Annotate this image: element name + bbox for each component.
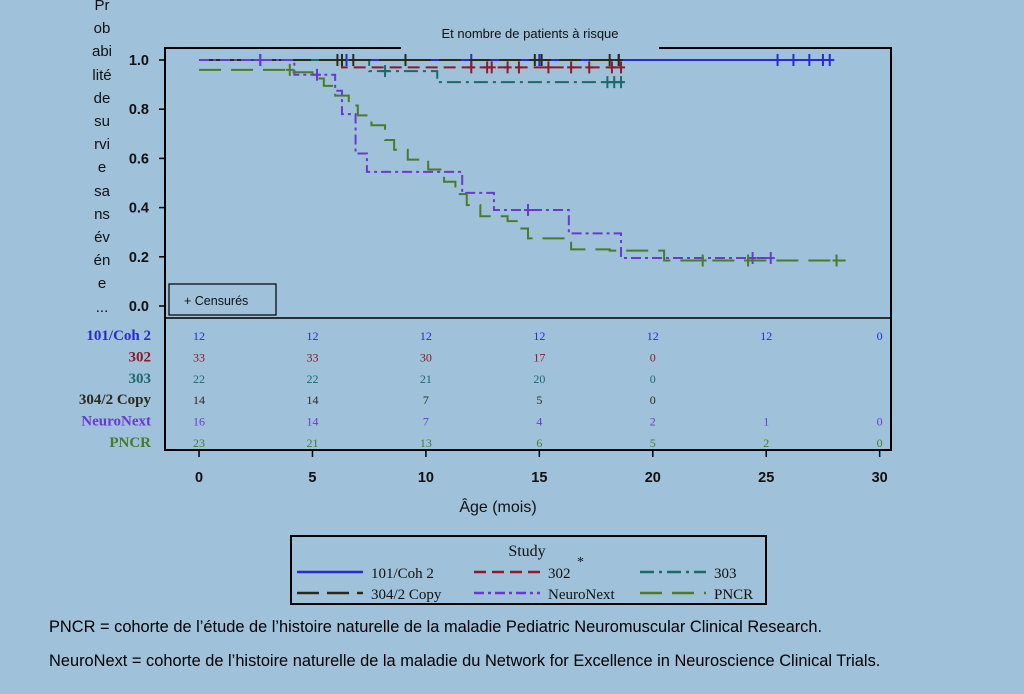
x-tick-label: 10 xyxy=(418,470,434,486)
x-tick-label: 25 xyxy=(758,470,774,486)
x-axis-label: Âge (mois) xyxy=(459,497,536,516)
at-risk-value: 22 xyxy=(306,372,318,386)
y-tick-label: 0.8 xyxy=(129,102,149,118)
at-risk-value: 0 xyxy=(650,393,656,407)
legend-title: Study xyxy=(508,543,545,560)
at-risk-value: 0 xyxy=(877,329,883,343)
plot-frame: Et nombre de patients à risque xyxy=(164,26,892,451)
y-axis-label-fragment: lité xyxy=(92,66,112,84)
footnote-neuronext: NeuroNext = cohorte de l’histoire nature… xyxy=(49,652,881,670)
y-axis-label-fragment: Pr xyxy=(94,0,110,14)
at-risk-value: 0 xyxy=(650,350,656,364)
at-risk-value: 6 xyxy=(536,436,542,450)
y-axis-label-fragment: ob xyxy=(93,20,111,38)
at-risk-value: 12 xyxy=(193,329,205,343)
legend-label: PNCR xyxy=(714,587,753,603)
at-risk-value: 20 xyxy=(533,372,545,386)
y-axis-label-fragment: én xyxy=(93,252,111,270)
at-risk-value: 12 xyxy=(533,329,545,343)
plot-border xyxy=(164,47,892,451)
at-risk-value: 5 xyxy=(536,393,542,407)
at-risk-value: 22 xyxy=(193,372,205,386)
at-risk-value: 0 xyxy=(877,415,883,429)
at-risk-row-label: 302 xyxy=(129,349,152,365)
at-risk-value: 21 xyxy=(306,436,318,450)
y-axis-label-fragment: ... xyxy=(95,298,109,316)
at-risk-value: 1 xyxy=(763,415,769,429)
at-risk-row-label: 304/2 Copy xyxy=(79,392,152,408)
series-line-4 xyxy=(199,59,774,260)
y-axis-label-fragment: e xyxy=(97,275,107,293)
at-risk-value: 12 xyxy=(647,329,659,343)
at-risk-row-label: PNCR xyxy=(109,435,151,451)
at-risk-value: 12 xyxy=(420,329,432,343)
series-line-2 xyxy=(199,59,624,84)
at-risk-value: 13 xyxy=(420,436,432,450)
footnote-pncr: PNCR = cohorte de l’étude de l’histoire … xyxy=(49,618,823,636)
censored-legend-label: + Censurés xyxy=(184,294,248,308)
at-risk-value: 5 xyxy=(650,436,656,450)
at-risk-value: 23 xyxy=(193,436,205,450)
y-tick-label: 1.0 xyxy=(129,53,149,69)
y-axis-label-fragment: ns xyxy=(94,205,110,223)
censored-legend-box xyxy=(168,283,277,316)
x-tick-label: 5 xyxy=(308,470,316,486)
y-tick-label: 0.0 xyxy=(129,299,149,315)
at-risk-value: 33 xyxy=(306,350,318,364)
x-tick-label: 20 xyxy=(645,470,661,486)
x-tick-label: 15 xyxy=(531,470,547,486)
at-risk-value: 12 xyxy=(306,329,318,343)
at-risk-row-label: 303 xyxy=(129,371,152,387)
chart-subtitle: Et nombre de patients à risque xyxy=(441,26,618,41)
series-layer xyxy=(199,54,846,267)
at-risk-value: 0 xyxy=(877,436,883,450)
series-line-1 xyxy=(199,59,619,69)
at-risk-row-label: NeuroNext xyxy=(81,414,151,430)
y-tick-label: 0.4 xyxy=(129,201,149,217)
at-risk-value: 14 xyxy=(193,393,205,407)
at-risk-value: 4 xyxy=(536,415,542,429)
series-line-5 xyxy=(199,68,846,262)
legend-star: * xyxy=(577,555,584,570)
y-tick-label: 0.6 xyxy=(129,151,149,167)
y-axis-label-fragment: e xyxy=(97,159,107,177)
y-axis-label: Pr ob abi lité de su rvi e sa ns év én e... xyxy=(86,0,118,319)
at-risk-value: 2 xyxy=(650,415,656,429)
at-risk-value: 17 xyxy=(533,350,545,364)
y-axis-label-fragment: sa xyxy=(94,182,110,200)
at-risk-value: 2 xyxy=(763,436,769,450)
subtitle-mask xyxy=(401,42,659,54)
legend-label: NeuroNext xyxy=(548,587,615,603)
x-tick-label: 30 xyxy=(872,470,888,486)
at-risk-value: 30 xyxy=(420,350,432,364)
at-risk-value: 33 xyxy=(193,350,205,364)
y-tick-label: 0.2 xyxy=(129,250,149,266)
at-risk-value: 7 xyxy=(423,415,429,429)
at-risk-value: 16 xyxy=(193,415,205,429)
at-risk-value: 21 xyxy=(420,372,432,386)
legend-label: 302 xyxy=(548,566,571,582)
at-risk-value: 12 xyxy=(760,329,772,343)
x-tick-label: 0 xyxy=(195,470,203,486)
legend-label: 101/Coh 2 xyxy=(371,566,434,582)
y-axis-label-fragment: abi xyxy=(91,43,113,61)
legend: Study 101/Coh 2 302 303 304/2 Copy NeuroNext P… xyxy=(290,535,767,605)
at-risk-value: 14 xyxy=(306,393,318,407)
at-risk-row-label: 101/Coh 2 xyxy=(86,328,151,344)
y-axis-label-fragment: de xyxy=(93,89,111,107)
legend-label: 303 xyxy=(714,566,737,582)
y-axis-label-fragment: su xyxy=(94,113,110,131)
y-axis-label-fragment: rvi xyxy=(94,136,110,154)
y-axis-label-fragment: év xyxy=(94,229,110,247)
at-risk-value: 7 xyxy=(423,393,429,407)
legend-label: 304/2 Copy xyxy=(371,587,442,603)
at-risk-value: 14 xyxy=(306,415,318,429)
at-risk-value: 0 xyxy=(650,372,656,386)
